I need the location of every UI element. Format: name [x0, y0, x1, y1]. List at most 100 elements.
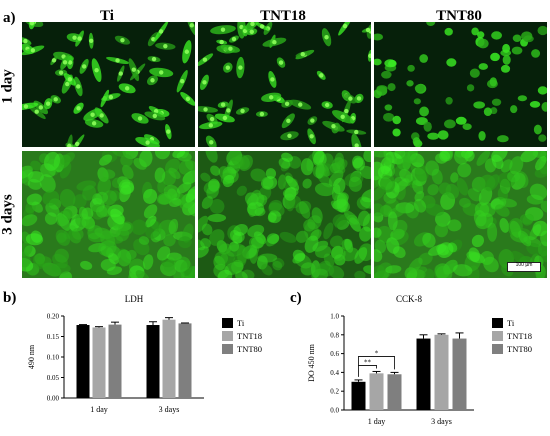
cell	[502, 43, 511, 53]
cell	[285, 175, 300, 191]
cell	[413, 198, 427, 213]
cell-nucleus	[51, 58, 57, 63]
cell-nucleus	[202, 80, 207, 85]
cell	[323, 222, 334, 240]
legend-swatch-ti	[222, 318, 233, 328]
cell-nucleus	[185, 96, 191, 102]
panel-c-letter: c)	[290, 290, 302, 306]
cell	[59, 188, 76, 209]
cell	[57, 213, 71, 231]
legend-swatch-tnt18	[222, 331, 233, 341]
cell	[512, 34, 522, 42]
cell-nucleus	[62, 60, 68, 65]
cell	[374, 227, 382, 238]
cell	[250, 189, 261, 203]
legend-label-tnt80: TNT80	[237, 344, 262, 354]
cell-nucleus	[356, 96, 362, 101]
y-tick-label: 0.6	[330, 350, 339, 358]
y-tick-label: 0.2	[330, 388, 339, 396]
cell	[447, 219, 462, 232]
micrograph-tnt80-1-day-svg	[374, 22, 547, 147]
cell-nucleus	[209, 140, 214, 145]
cell	[383, 112, 395, 122]
cell	[128, 272, 137, 278]
cell-nucleus	[150, 78, 155, 83]
cell	[117, 249, 132, 267]
cell	[236, 185, 247, 196]
cell-nucleus	[151, 56, 157, 62]
cell	[483, 256, 499, 273]
cell	[531, 49, 541, 58]
cell	[97, 176, 111, 196]
cell	[344, 210, 359, 225]
cell	[374, 249, 383, 263]
cell	[383, 154, 393, 166]
cell	[272, 260, 283, 271]
cell	[408, 257, 423, 273]
micrograph-tnt80-1-day	[374, 22, 547, 147]
x-tick-label: 3 days	[431, 417, 452, 426]
cell-nucleus	[115, 58, 120, 63]
cell	[233, 224, 248, 236]
cell	[495, 204, 510, 217]
cell-nucleus	[203, 107, 208, 112]
cell	[499, 217, 510, 233]
cell-nucleus	[124, 86, 130, 91]
y-tick-label: 0.00	[47, 395, 60, 403]
cell	[80, 260, 93, 270]
cell	[22, 165, 33, 179]
cell	[490, 52, 500, 62]
y-tick-label: 0.4	[330, 369, 339, 377]
cell-nucleus	[72, 35, 77, 40]
cell	[475, 212, 494, 230]
cell	[462, 123, 472, 130]
cell	[207, 213, 227, 223]
cell	[445, 96, 453, 105]
cell	[425, 160, 440, 176]
cell-nucleus	[89, 38, 94, 43]
cell	[376, 85, 388, 92]
cell-nucleus	[81, 64, 87, 69]
cell	[250, 168, 266, 182]
cell-nucleus	[310, 118, 315, 123]
cell	[400, 151, 418, 164]
cell	[95, 191, 109, 204]
micrograph-ti-1-day-svg	[22, 22, 195, 147]
cell	[381, 70, 392, 79]
cell	[434, 222, 449, 238]
cell	[483, 107, 493, 116]
cell	[354, 270, 366, 278]
cell	[422, 232, 436, 248]
cell	[489, 77, 497, 87]
cell	[95, 205, 108, 218]
cell	[300, 262, 316, 276]
cell	[446, 58, 457, 67]
cell	[157, 179, 166, 193]
cell	[453, 264, 473, 277]
cell	[156, 191, 175, 205]
cell	[217, 269, 233, 278]
cell-nucleus	[259, 111, 265, 117]
cell	[313, 151, 325, 166]
cell	[302, 178, 312, 189]
cell	[220, 251, 235, 266]
cell	[469, 68, 480, 78]
cell	[257, 253, 278, 263]
cell	[491, 98, 502, 106]
cell	[198, 246, 209, 258]
cell	[359, 226, 371, 242]
scale-bar: 100 µm	[507, 262, 541, 272]
cell-nucleus	[180, 79, 185, 84]
cck8-chart: CCK-8 DO 450 nm 0.0 0.2 0.4 0.6 0.8 1.0 1 day 3 d…	[307, 294, 532, 426]
significance-bracket	[358, 356, 395, 370]
cell	[540, 230, 547, 247]
legend-swatch-ti	[492, 318, 503, 328]
cell	[102, 169, 116, 179]
cell-nucleus	[67, 60, 73, 65]
cell	[338, 199, 350, 212]
cell	[54, 248, 69, 263]
cell	[314, 182, 335, 197]
cell	[281, 152, 294, 162]
y-tick-label: 0.10	[47, 354, 60, 362]
ldh-chart: LDH 490 nm 0.00 0.05 0.10 0.15 0.20 1 day 3 days…	[27, 294, 262, 414]
